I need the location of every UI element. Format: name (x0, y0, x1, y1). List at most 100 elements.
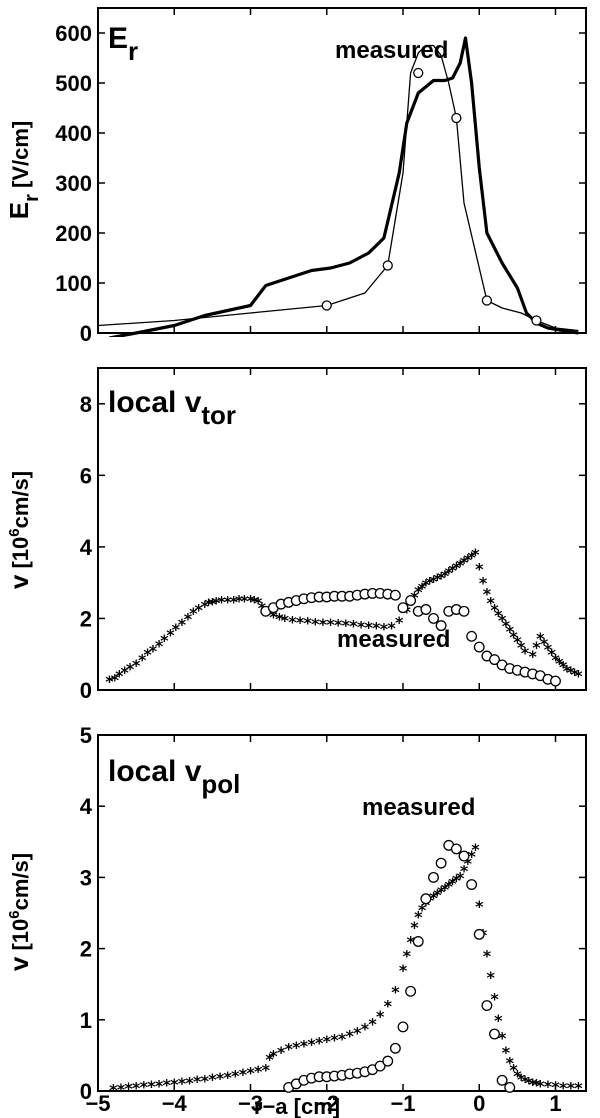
simulated-point: * (418, 900, 427, 919)
simulated-point: * (330, 1031, 339, 1050)
panel-label: local vpol (108, 755, 240, 799)
simulated-point: * (502, 617, 511, 636)
measured-marker (481, 295, 493, 306)
panel-label: Er (108, 22, 138, 66)
measured-point (504, 1081, 516, 1093)
measured-point (489, 1028, 500, 1040)
simulated-point: * (399, 961, 408, 980)
y-tick-label: 2 (80, 606, 92, 631)
simulated-point: * (143, 645, 152, 664)
simulated-point: * (422, 575, 431, 594)
simulated-point: * (115, 667, 124, 686)
measured-line (98, 44, 579, 332)
measured-point (435, 620, 447, 632)
simulated-point: * (487, 593, 496, 612)
simulated-point: * (509, 627, 518, 646)
simulated-point: * (574, 667, 583, 686)
simulated-point: * (204, 595, 213, 614)
x-tick-label: 0 (473, 1091, 485, 1116)
simulated-point: * (536, 1076, 545, 1095)
y-tick-label: 5 (80, 723, 92, 748)
measured-point (466, 630, 478, 642)
simulated-point: * (422, 895, 431, 914)
simulated-point: * (323, 1032, 332, 1051)
simulated-point: * (521, 1072, 530, 1091)
simulated-point: * (498, 1029, 507, 1048)
plot-area: ****************************************… (105, 545, 583, 691)
simulated-point: * (269, 608, 278, 627)
simulated-point: * (548, 645, 557, 664)
simulated-point: * (275, 609, 284, 628)
y-tick-label: 100 (55, 271, 92, 296)
measured-point (428, 871, 439, 883)
simulated-point: * (433, 570, 442, 589)
measured-point (405, 595, 417, 607)
measured-point (405, 985, 417, 997)
simulated-point: * (178, 1074, 187, 1093)
simulated-point: * (315, 1034, 324, 1053)
simulated-point: * (567, 1078, 576, 1097)
simulated-point: * (319, 615, 328, 634)
measured-point (374, 1060, 386, 1072)
measured-point (412, 936, 424, 947)
simulated-point: * (126, 660, 135, 679)
y-tick-label: 1 (80, 1008, 92, 1033)
simulated-point: * (418, 579, 427, 598)
simulated-point: * (464, 550, 473, 569)
simulated-point: * (235, 592, 244, 611)
simulated-point: * (517, 638, 526, 657)
x-tick-label: −5 (85, 1091, 110, 1116)
y-tick-label: 8 (80, 392, 92, 417)
simulated-line (109, 36, 579, 337)
simulated-point: * (380, 619, 389, 638)
x-tick-label: −2 (314, 1091, 339, 1116)
simulated-point: * (525, 1073, 534, 1092)
simulated-point: * (111, 670, 120, 689)
simulated-point: * (544, 640, 553, 659)
y-tick-label: 0 (80, 321, 92, 346)
simulated-point: * (357, 617, 366, 636)
measured-annotation: measured (335, 37, 448, 64)
simulated-point: * (250, 592, 259, 611)
simulated-point: * (223, 1068, 232, 1087)
simulated-point: * (372, 619, 381, 638)
simulated-point: * (559, 1078, 568, 1097)
x-axis-label: r−a [cm] (254, 1094, 340, 1118)
simulated-point: * (506, 1054, 515, 1073)
simulated-point: * (265, 1050, 274, 1069)
simulated-point: * (559, 658, 568, 677)
simulated-point: * (138, 651, 147, 670)
y-axis-label: Er [V/cm] (4, 121, 43, 220)
simulated-point: * (326, 615, 335, 634)
simulated-point: * (460, 861, 469, 880)
simulated-point: * (448, 561, 457, 580)
simulated-point: * (178, 615, 187, 634)
simulated-point: * (448, 874, 457, 893)
y-axis-label: v [106cm/s] (4, 853, 34, 971)
simulated-point: * (109, 1081, 118, 1100)
simulated-point: * (509, 1061, 518, 1080)
y-tick-label: 6 (80, 463, 92, 488)
simulated-point: * (460, 553, 469, 572)
simulated-point: * (433, 885, 442, 904)
simulated-point: * (365, 618, 374, 637)
measured-annotation: measured (337, 626, 450, 653)
y-tick-label: 4 (80, 535, 93, 560)
y-tick-label: 3 (80, 865, 92, 890)
plot-area: ****************************************… (109, 839, 583, 1100)
simulated-point: * (132, 656, 141, 675)
simulated-point: * (544, 1077, 553, 1096)
measured-point (450, 843, 462, 855)
simulated-point: * (574, 1078, 583, 1097)
simulated-point: * (502, 1043, 511, 1062)
simulated-point: * (342, 616, 351, 635)
x-tick-label: −4 (162, 1091, 188, 1116)
x-tick-label: −1 (390, 1091, 415, 1116)
simulated-point: * (406, 932, 415, 951)
measured-point (473, 928, 485, 940)
axes-frame (97, 367, 587, 691)
simulated-point: * (334, 616, 343, 635)
simulated-point: * (551, 1078, 560, 1097)
simulated-point: * (311, 614, 320, 633)
